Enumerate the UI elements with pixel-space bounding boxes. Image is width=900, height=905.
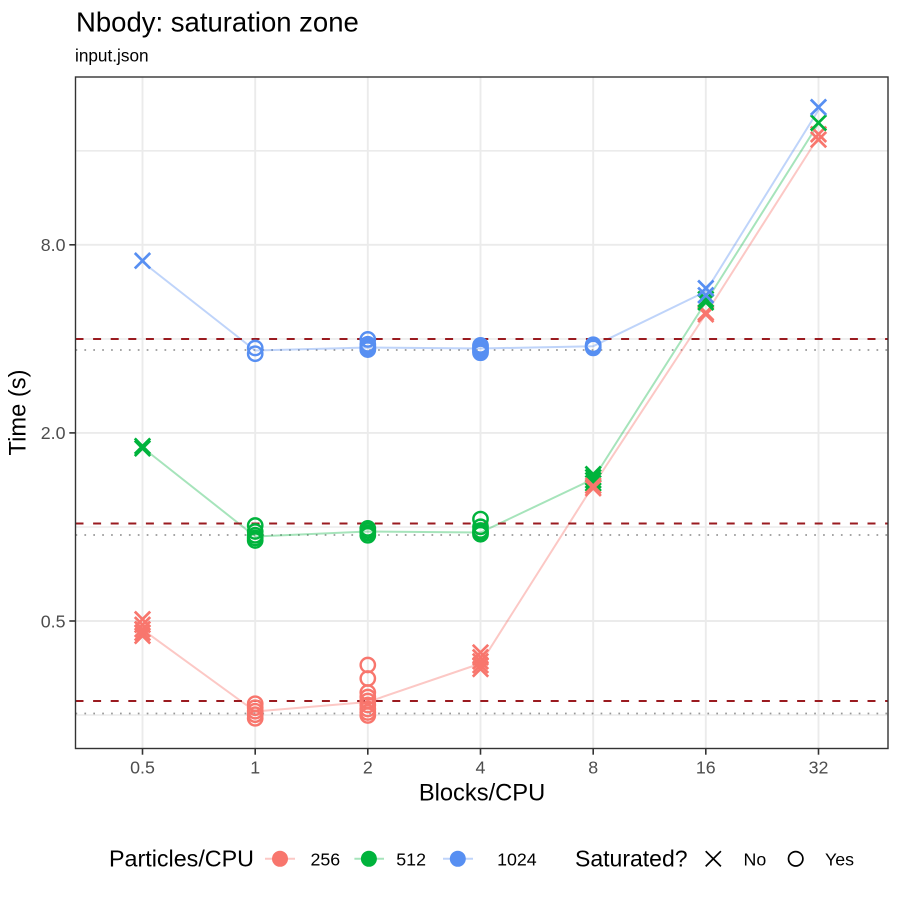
- svg-text:2.0: 2.0: [41, 423, 66, 443]
- svg-text:No: No: [744, 849, 767, 869]
- svg-text:1024: 1024: [497, 849, 537, 869]
- svg-text:0.5: 0.5: [130, 758, 155, 778]
- svg-text:1: 1: [250, 758, 260, 778]
- svg-text:256: 256: [311, 849, 341, 869]
- svg-text:Time (s): Time (s): [6, 370, 32, 456]
- svg-text:0.5: 0.5: [41, 611, 66, 631]
- svg-text:Particles/CPU: Particles/CPU: [109, 846, 254, 872]
- svg-text:32: 32: [809, 758, 829, 778]
- svg-text:8: 8: [588, 758, 598, 778]
- svg-text:Nbody: saturation zone: Nbody: saturation zone: [76, 6, 359, 37]
- svg-text:Saturated?: Saturated?: [575, 846, 688, 872]
- svg-text:Yes: Yes: [825, 849, 854, 869]
- svg-text:512: 512: [396, 849, 426, 869]
- svg-text:16: 16: [696, 758, 716, 778]
- svg-text:4: 4: [476, 758, 486, 778]
- svg-text:2: 2: [363, 758, 373, 778]
- svg-text:8.0: 8.0: [41, 235, 66, 255]
- svg-text:Blocks/CPU: Blocks/CPU: [419, 781, 545, 807]
- svg-text:input.json: input.json: [75, 46, 149, 66]
